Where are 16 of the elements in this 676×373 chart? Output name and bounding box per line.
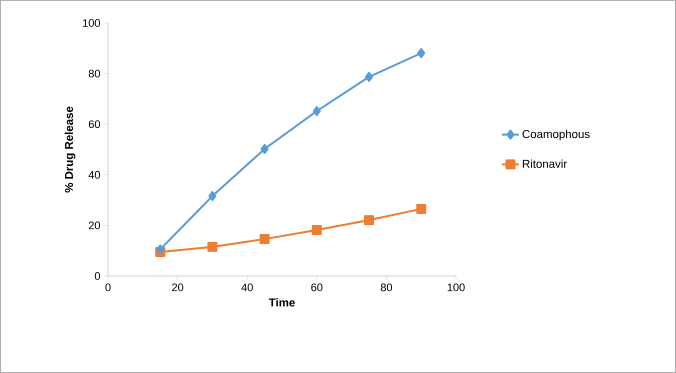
legend-label: Ritonavir (522, 159, 567, 168)
x-tick-label: 100 (448, 284, 465, 292)
y-tick-label: 20 (88, 222, 100, 230)
x-tick-label: 0 (105, 284, 111, 292)
x-tick-label: 80 (380, 284, 392, 292)
y-tick-label: 60 (88, 120, 100, 128)
legend-label: Coamophous (522, 130, 590, 140)
y-tick-label: 0 (94, 272, 100, 280)
x-tick-label: 20 (172, 284, 184, 292)
y-tick-label: 100 (83, 19, 100, 27)
x-tick-label: 40 (241, 284, 253, 292)
x-tick-label: 60 (311, 284, 322, 292)
x-axis-title: Time (268, 298, 295, 307)
y-tick-label: 40 (88, 170, 100, 179)
y-axis-title: % Drug Release (64, 106, 76, 193)
y-tick-label: 80 (88, 70, 100, 78)
